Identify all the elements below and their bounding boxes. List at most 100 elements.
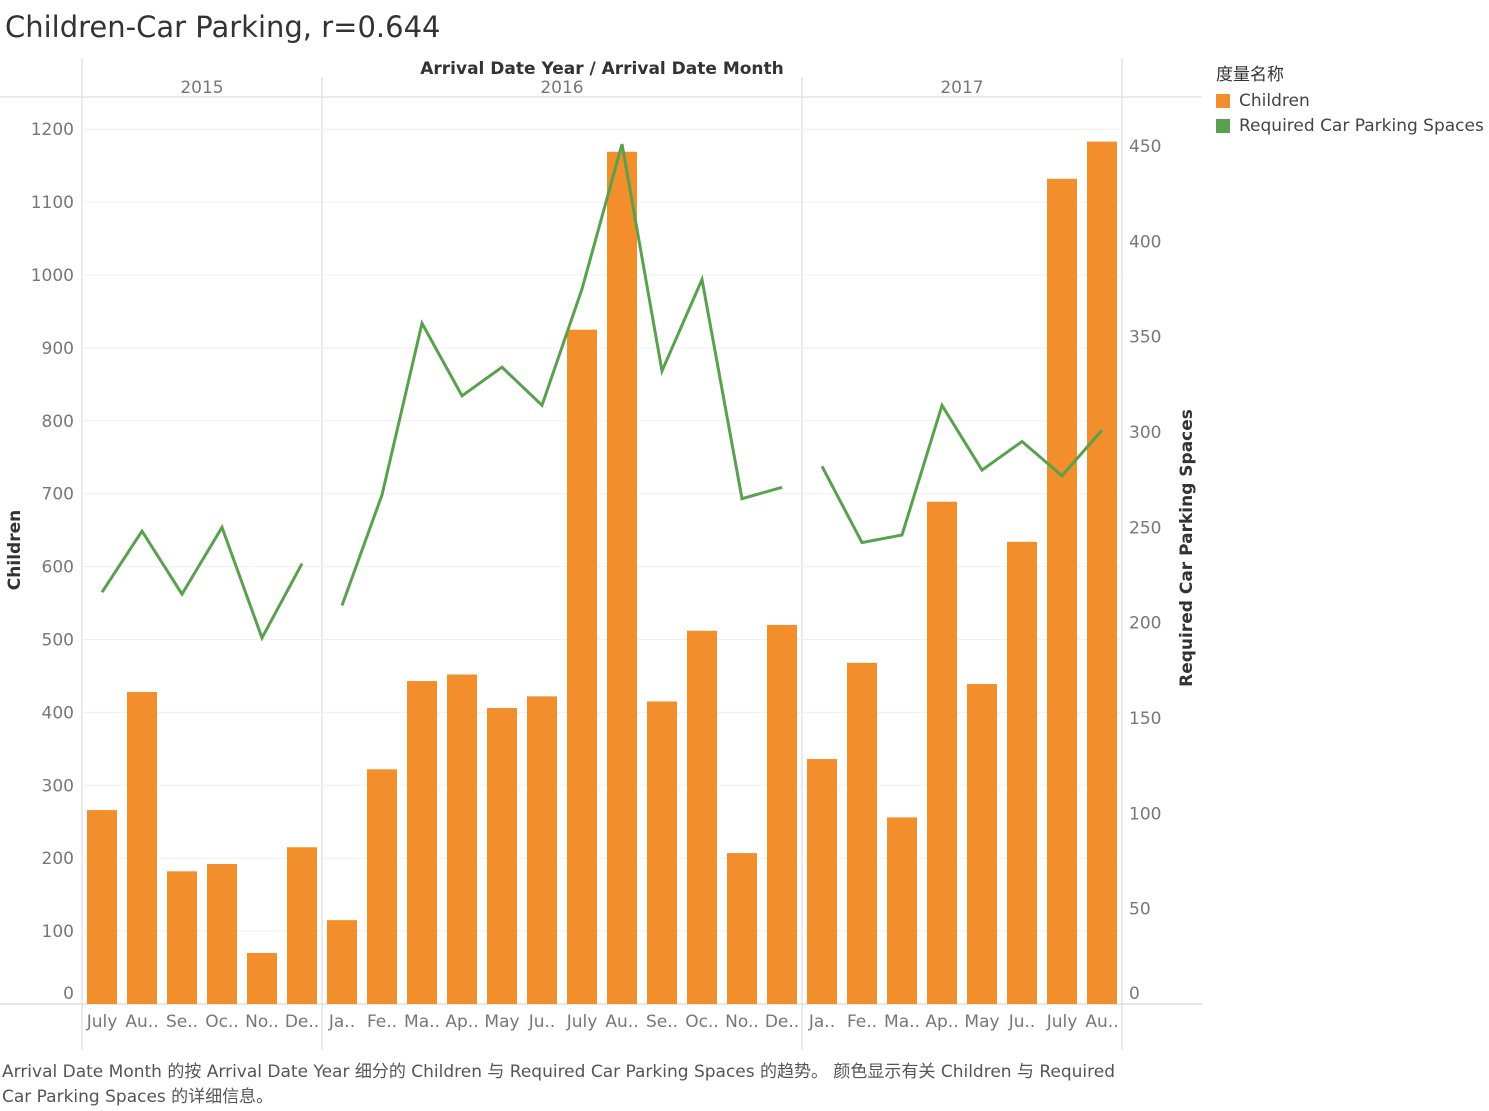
- bar-children: [287, 847, 317, 1004]
- y-tick-label: 1000: [31, 266, 74, 286]
- x-tick-label: May: [964, 1012, 999, 1032]
- bar-children: [847, 662, 877, 1004]
- year-label: 2016: [540, 78, 583, 98]
- legend-item-parking[interactable]: Required Car Parking Spaces: [1216, 113, 1484, 138]
- x-tick-label: Fe..: [367, 1012, 397, 1032]
- bar-children: [487, 708, 517, 1004]
- bar-children: [887, 817, 917, 1004]
- x-tick-label: July: [566, 1012, 598, 1032]
- bar-children: [167, 871, 197, 1004]
- legend-label-children: Children: [1239, 90, 1310, 111]
- bar-children: [527, 696, 557, 1004]
- bar-children: [607, 151, 637, 1004]
- y2-tick-label: 150: [1129, 709, 1161, 729]
- y-tick-label: 600: [42, 558, 74, 578]
- x-tick-label: No..: [725, 1012, 759, 1032]
- bar-children: [87, 810, 117, 1004]
- gridlines: [82, 128, 1122, 932]
- y2-tick-label: 350: [1129, 328, 1161, 348]
- y2-tick-label: 100: [1129, 804, 1161, 824]
- y-tick-label: 800: [42, 412, 74, 432]
- bar-children: [1087, 141, 1117, 1004]
- bar-children: [967, 683, 997, 1004]
- x-tick-label: Fe..: [847, 1012, 877, 1032]
- legend-swatch-parking: [1216, 118, 1230, 133]
- bar-children: [407, 681, 437, 1004]
- bar-children: [1007, 541, 1037, 1004]
- x-tick-label: Se..: [646, 1012, 678, 1032]
- year-label: 2017: [940, 78, 983, 98]
- parking-line: [100, 143, 1104, 642]
- chart-caption: Arrival Date Month 的按 Arrival Date Year …: [2, 1062, 1116, 1107]
- bar-children: [207, 864, 237, 1004]
- x-tick-label: Au..: [1085, 1012, 1118, 1032]
- x-tick-label: No..: [245, 1012, 279, 1032]
- y-tick-label: 900: [42, 339, 74, 359]
- x-tick-label: Au..: [605, 1012, 638, 1032]
- x-tick-label: Se..: [166, 1012, 198, 1032]
- y-tick-label: 100: [42, 922, 74, 942]
- x-tick-label: Oc..: [685, 1012, 719, 1032]
- bar-children: [127, 691, 157, 1004]
- bar-children: [647, 701, 677, 1004]
- x-tick-label: Ma..: [884, 1012, 920, 1032]
- chart-frame: [0, 58, 1202, 1050]
- legend-label-parking: Required Car Parking Spaces: [1239, 115, 1484, 136]
- legend-title: 度量名称: [1216, 65, 1284, 85]
- y-tick-label: 700: [42, 485, 74, 505]
- y-tick-label: 500: [42, 631, 74, 651]
- bar-children: [447, 674, 477, 1004]
- x-tick-label: Ap..: [925, 1012, 958, 1032]
- x-tick-label: May: [484, 1012, 519, 1032]
- y-tick-label: 1100: [31, 193, 74, 213]
- x-tick-label: July: [1046, 1012, 1078, 1032]
- bar-children: [687, 630, 717, 1004]
- bar-children: [247, 952, 277, 1004]
- bar-children: [1047, 178, 1077, 1005]
- legend: 度量名称 Children Required Car Parking Space…: [1216, 60, 1484, 138]
- x-tick-label: Ap..: [445, 1012, 478, 1032]
- y-tick-label: 1200: [31, 120, 74, 140]
- header-title: Arrival Date Year / Arrival Date Month: [420, 59, 784, 79]
- y2-tick-label: 200: [1129, 614, 1161, 634]
- y2-tick-label: 450: [1129, 137, 1161, 157]
- bar-children: [567, 329, 597, 1004]
- children-bars: [87, 141, 1117, 1005]
- bar-children: [327, 920, 357, 1004]
- bar-children: [927, 501, 957, 1004]
- x-tick-label: Ju..: [528, 1012, 556, 1032]
- y2-axis-title: Required Car Parking Spaces: [1177, 409, 1197, 687]
- parking-line-segment: [820, 401, 1104, 545]
- parking-line-segment: [340, 143, 783, 607]
- parking-line-segment: [100, 523, 304, 642]
- y-axis-title: Children: [5, 510, 25, 590]
- y-tick-label: 400: [42, 703, 74, 723]
- y2-tick-label: 300: [1129, 423, 1161, 443]
- x-tick-label: Ja..: [808, 1012, 835, 1032]
- legend-swatch-children: [1216, 93, 1230, 108]
- y-tick-label: 0: [63, 984, 74, 1004]
- y2-tick-label: 50: [1129, 900, 1151, 920]
- y-tick-label: 300: [42, 776, 74, 796]
- x-tick-label: Ja..: [328, 1012, 355, 1032]
- y2-tick-label: 250: [1129, 518, 1161, 538]
- year-label: 2015: [180, 78, 223, 98]
- x-tick-label: Oc..: [205, 1012, 239, 1032]
- x-tick-label: Au..: [125, 1012, 158, 1032]
- bar-children: [807, 759, 837, 1004]
- y-tick-label: 200: [42, 849, 74, 869]
- bar-children: [767, 624, 797, 1004]
- x-tick-label: De..: [765, 1012, 799, 1032]
- chart-title: Children-Car Parking, r=0.644: [5, 10, 441, 44]
- bar-children: [727, 853, 757, 1004]
- x-tick-label: Ma..: [404, 1012, 440, 1032]
- legend-item-children[interactable]: Children: [1216, 88, 1484, 113]
- bar-children: [367, 769, 397, 1004]
- axes: 2015 2016 2017 Arrival Date Year / Arrival …: [5, 59, 1197, 1032]
- x-tick-label: July: [86, 1012, 118, 1032]
- y2-tick-label: 400: [1129, 232, 1161, 252]
- x-tick-label: De..: [285, 1012, 319, 1032]
- x-tick-label: Ju..: [1008, 1012, 1036, 1032]
